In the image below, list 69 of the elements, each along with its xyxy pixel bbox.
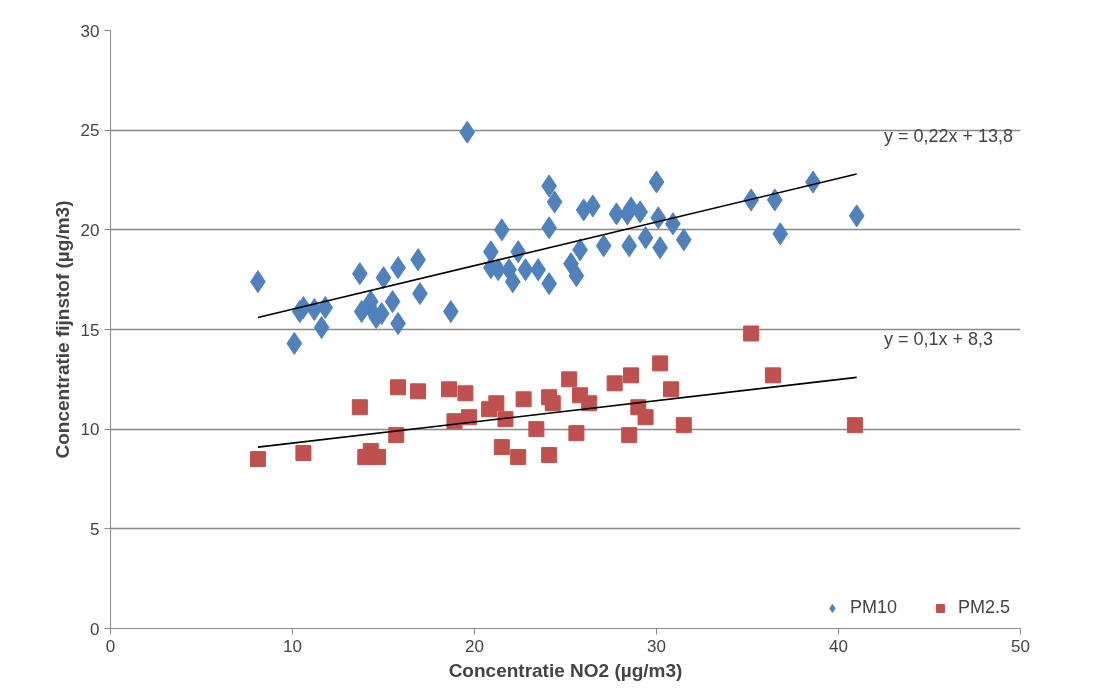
point — [375, 266, 392, 290]
point — [510, 449, 527, 466]
point — [621, 427, 638, 444]
point — [530, 258, 547, 282]
point — [457, 385, 474, 402]
point — [504, 270, 521, 294]
point — [568, 264, 585, 288]
point — [675, 417, 692, 434]
point — [772, 222, 789, 246]
x-tick-label: 0 — [105, 636, 116, 656]
point — [249, 451, 266, 468]
y-axis-title: Concentratie fijnstof (µg/m3) — [51, 200, 73, 459]
point — [544, 395, 561, 412]
x-tick-label: 40 — [829, 636, 848, 656]
y-tick-label: 30 — [80, 21, 100, 41]
point — [608, 202, 625, 226]
point — [648, 170, 665, 194]
annotation: y = 0,22x + 13,8 — [884, 126, 1014, 147]
x-axis-title: Concentratie NO2 (µg/m3) — [448, 659, 683, 681]
point — [362, 290, 379, 314]
point — [568, 425, 585, 442]
point — [743, 325, 760, 342]
point — [410, 383, 427, 400]
point — [606, 375, 623, 392]
x-tick-label: 30 — [647, 636, 666, 656]
point — [493, 439, 510, 456]
point — [313, 316, 330, 340]
y-tick-label: 15 — [80, 320, 100, 340]
point — [459, 120, 476, 144]
point — [546, 190, 563, 214]
point — [488, 395, 505, 412]
x-tick-label: 10 — [283, 636, 302, 656]
point — [621, 234, 638, 258]
y-tick-label: 5 — [90, 519, 100, 539]
y-tick-label: 20 — [80, 220, 100, 240]
annotation: y = 0,1x + 8,3 — [884, 329, 994, 350]
point — [384, 290, 401, 314]
point — [675, 228, 692, 252]
point — [848, 204, 865, 228]
y-tick-label: 0 — [90, 619, 100, 639]
point — [441, 381, 458, 398]
point — [370, 449, 387, 466]
point — [846, 417, 863, 434]
legend-label: PM10 — [849, 597, 897, 618]
point — [515, 391, 532, 408]
y-tick-label: 25 — [80, 121, 100, 141]
point — [317, 296, 334, 320]
point — [295, 445, 312, 462]
point — [764, 367, 781, 384]
point — [390, 379, 407, 396]
point — [637, 226, 654, 250]
point — [766, 188, 783, 212]
point — [517, 258, 534, 282]
point — [351, 399, 368, 416]
point — [623, 367, 640, 384]
point — [652, 355, 669, 372]
legend-label: PM2.5 — [957, 597, 1010, 618]
point — [286, 331, 303, 355]
point — [584, 194, 601, 218]
point — [637, 409, 654, 426]
point — [561, 371, 578, 388]
y-tick-label: 10 — [80, 420, 100, 440]
point — [663, 381, 680, 398]
x-tick-label: 20 — [465, 636, 484, 656]
point — [528, 421, 545, 438]
point — [595, 234, 612, 258]
x-tick-label: 50 — [1011, 636, 1030, 656]
point — [541, 447, 558, 464]
point — [493, 218, 510, 242]
